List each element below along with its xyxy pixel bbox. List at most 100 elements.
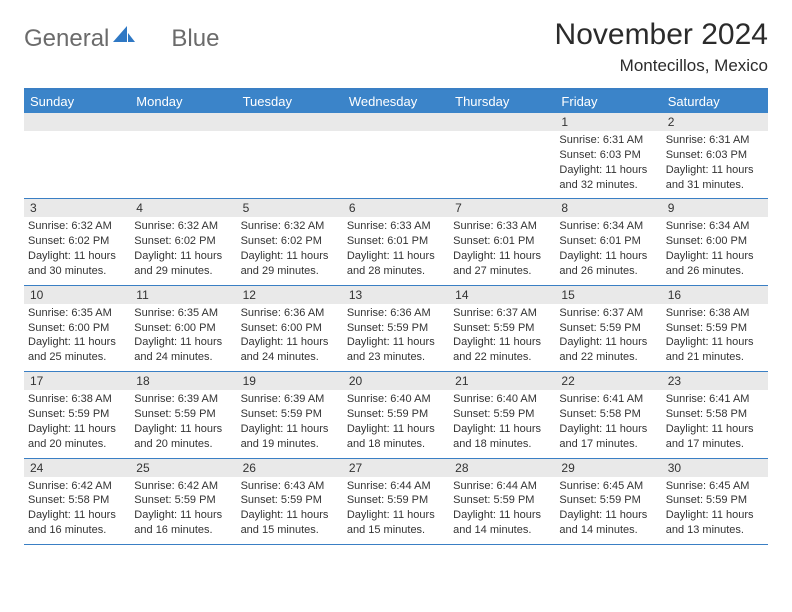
- day-number: 6: [343, 199, 449, 217]
- day-number: [237, 113, 343, 131]
- day-number: 15: [555, 286, 661, 304]
- daylight2-line: and 17 minutes.: [559, 437, 657, 452]
- daylight2-line: and 19 minutes.: [241, 437, 339, 452]
- day-cell: 5Sunrise: 6:32 AMSunset: 6:02 PMDaylight…: [237, 199, 343, 284]
- daylight1-line: Daylight: 11 hours: [666, 422, 764, 437]
- month-title: November 2024: [555, 18, 768, 52]
- day-cell: 7 Sunrise: 6:33 AMSunset: 6:01 PMDaylight…: [449, 199, 555, 284]
- logo: General Blue: [24, 18, 219, 53]
- day-number: 26: [237, 459, 343, 477]
- sunset-line: Sunset: 5:59 PM: [559, 493, 657, 508]
- daylight1-line: Daylight: 11 hours: [241, 335, 339, 350]
- daylight1-line: Daylight: 11 hours: [453, 249, 551, 264]
- weeks-container: 1Sunrise: 6:31 AMSunset: 6:03 PMDaylight…: [24, 113, 768, 545]
- sunrise-line: Sunrise: 6:32 AM: [241, 219, 339, 234]
- daylight2-line: and 20 minutes.: [134, 437, 232, 452]
- day-cell: 22Sunrise: 6:41 AMSunset: 5:58 PMDayligh…: [555, 372, 661, 457]
- sunset-line: Sunset: 6:01 PM: [347, 234, 445, 249]
- day-cell: 17Sunrise: 6:38 AMSunset: 5:59 PMDayligh…: [24, 372, 130, 457]
- sunrise-line: Sunrise: 6:42 AM: [28, 479, 126, 494]
- sunset-line: Sunset: 6:03 PM: [666, 148, 764, 163]
- day-number: 4: [130, 199, 236, 217]
- sunrise-line: Sunrise: 6:45 AM: [666, 479, 764, 494]
- sunset-line: Sunset: 5:58 PM: [28, 493, 126, 508]
- day-number: 23: [662, 372, 768, 390]
- sunrise-line: Sunrise: 6:37 AM: [453, 306, 551, 321]
- daylight1-line: Daylight: 11 hours: [559, 508, 657, 523]
- week-row: 24Sunrise: 6:42 AMSunset: 5:58 PMDayligh…: [24, 459, 768, 545]
- week-row: 10Sunrise: 6:35 AMSunset: 6:00 PMDayligh…: [24, 286, 768, 372]
- daylight1-line: Daylight: 11 hours: [559, 249, 657, 264]
- day-number: [449, 113, 555, 131]
- daylight1-line: Daylight: 11 hours: [347, 508, 445, 523]
- daylight2-line: and 30 minutes.: [28, 264, 126, 279]
- daylight1-line: Daylight: 11 hours: [28, 508, 126, 523]
- sunset-line: Sunset: 5:59 PM: [28, 407, 126, 422]
- day-cell: [237, 113, 343, 198]
- daylight1-line: Daylight: 11 hours: [134, 249, 232, 264]
- day-number: 19: [237, 372, 343, 390]
- daylight2-line: and 26 minutes.: [666, 264, 764, 279]
- daylight2-line: and 16 minutes.: [28, 523, 126, 538]
- daylight2-line: and 24 minutes.: [241, 350, 339, 365]
- daylight2-line: and 16 minutes.: [134, 523, 232, 538]
- sunset-line: Sunset: 5:59 PM: [666, 321, 764, 336]
- daylight2-line: and 22 minutes.: [453, 350, 551, 365]
- day-cell: 30Sunrise: 6:45 AMSunset: 5:59 PMDayligh…: [662, 459, 768, 544]
- sunset-line: Sunset: 6:02 PM: [28, 234, 126, 249]
- daylight2-line: and 18 minutes.: [347, 437, 445, 452]
- sunset-line: Sunset: 5:59 PM: [453, 321, 551, 336]
- day-cell: 6Sunrise: 6:33 AMSunset: 6:01 PMDaylight…: [343, 199, 449, 284]
- day-cell: 10Sunrise: 6:35 AMSunset: 6:00 PMDayligh…: [24, 286, 130, 371]
- day-cell: 11Sunrise: 6:35 AMSunset: 6:00 PMDayligh…: [130, 286, 236, 371]
- daylight1-line: Daylight: 11 hours: [666, 335, 764, 350]
- day-number: 7: [449, 199, 555, 217]
- sunrise-line: Sunrise: 6:40 AM: [347, 392, 445, 407]
- day-number: 20: [343, 372, 449, 390]
- sunrise-line: Sunrise: 6:33 AM: [453, 219, 551, 234]
- day-cell: 1Sunrise: 6:31 AMSunset: 6:03 PMDaylight…: [555, 113, 661, 198]
- day-cell: 3Sunrise: 6:32 AMSunset: 6:02 PMDaylight…: [24, 199, 130, 284]
- sunset-line: Sunset: 5:59 PM: [347, 493, 445, 508]
- week-row: 17Sunrise: 6:38 AMSunset: 5:59 PMDayligh…: [24, 372, 768, 458]
- sunrise-line: Sunrise: 6:42 AM: [134, 479, 232, 494]
- day-cell: 16Sunrise: 6:38 AMSunset: 5:59 PMDayligh…: [662, 286, 768, 371]
- day-number: [130, 113, 236, 131]
- sunrise-line: Sunrise: 6:31 AM: [559, 133, 657, 148]
- daylight1-line: Daylight: 11 hours: [28, 335, 126, 350]
- sunrise-line: Sunrise: 6:34 AM: [666, 219, 764, 234]
- daylight1-line: Daylight: 11 hours: [453, 422, 551, 437]
- daylight2-line: and 15 minutes.: [347, 523, 445, 538]
- sunrise-line: Sunrise: 6:44 AM: [453, 479, 551, 494]
- day-cell: 19Sunrise: 6:39 AMSunset: 5:59 PMDayligh…: [237, 372, 343, 457]
- daylight1-line: Daylight: 11 hours: [666, 163, 764, 178]
- daylight2-line: and 27 minutes.: [453, 264, 551, 279]
- day-number: 21: [449, 372, 555, 390]
- day-number: 10: [24, 286, 130, 304]
- daylight1-line: Daylight: 11 hours: [241, 508, 339, 523]
- daylight1-line: Daylight: 11 hours: [666, 249, 764, 264]
- sunrise-line: Sunrise: 6:41 AM: [559, 392, 657, 407]
- day-number: 13: [343, 286, 449, 304]
- daylight2-line: and 25 minutes.: [28, 350, 126, 365]
- daylight1-line: Daylight: 11 hours: [241, 422, 339, 437]
- day-cell: 8Sunrise: 6:34 AMSunset: 6:01 PMDaylight…: [555, 199, 661, 284]
- daylight2-line: and 24 minutes.: [134, 350, 232, 365]
- daylight1-line: Daylight: 11 hours: [347, 249, 445, 264]
- calendar-page: General Blue November 2024 Montecillos, …: [0, 0, 792, 545]
- day-number: 29: [555, 459, 661, 477]
- sunrise-line: Sunrise: 6:35 AM: [134, 306, 232, 321]
- sunset-line: Sunset: 6:01 PM: [453, 234, 551, 249]
- daylight1-line: Daylight: 11 hours: [134, 335, 232, 350]
- sunset-line: Sunset: 5:59 PM: [134, 493, 232, 508]
- sunset-line: Sunset: 5:59 PM: [453, 493, 551, 508]
- day-cell: 21Sunrise: 6:40 AMSunset: 5:59 PMDayligh…: [449, 372, 555, 457]
- day-cell: [130, 113, 236, 198]
- day-cell: 27Sunrise: 6:44 AMSunset: 5:59 PMDayligh…: [343, 459, 449, 544]
- day-header: Wednesday: [343, 90, 449, 113]
- day-number: 24: [24, 459, 130, 477]
- daylight2-line: and 14 minutes.: [453, 523, 551, 538]
- daylight2-line: and 20 minutes.: [28, 437, 126, 452]
- day-header-row: Sunday Monday Tuesday Wednesday Thursday…: [24, 90, 768, 113]
- day-cell: [449, 113, 555, 198]
